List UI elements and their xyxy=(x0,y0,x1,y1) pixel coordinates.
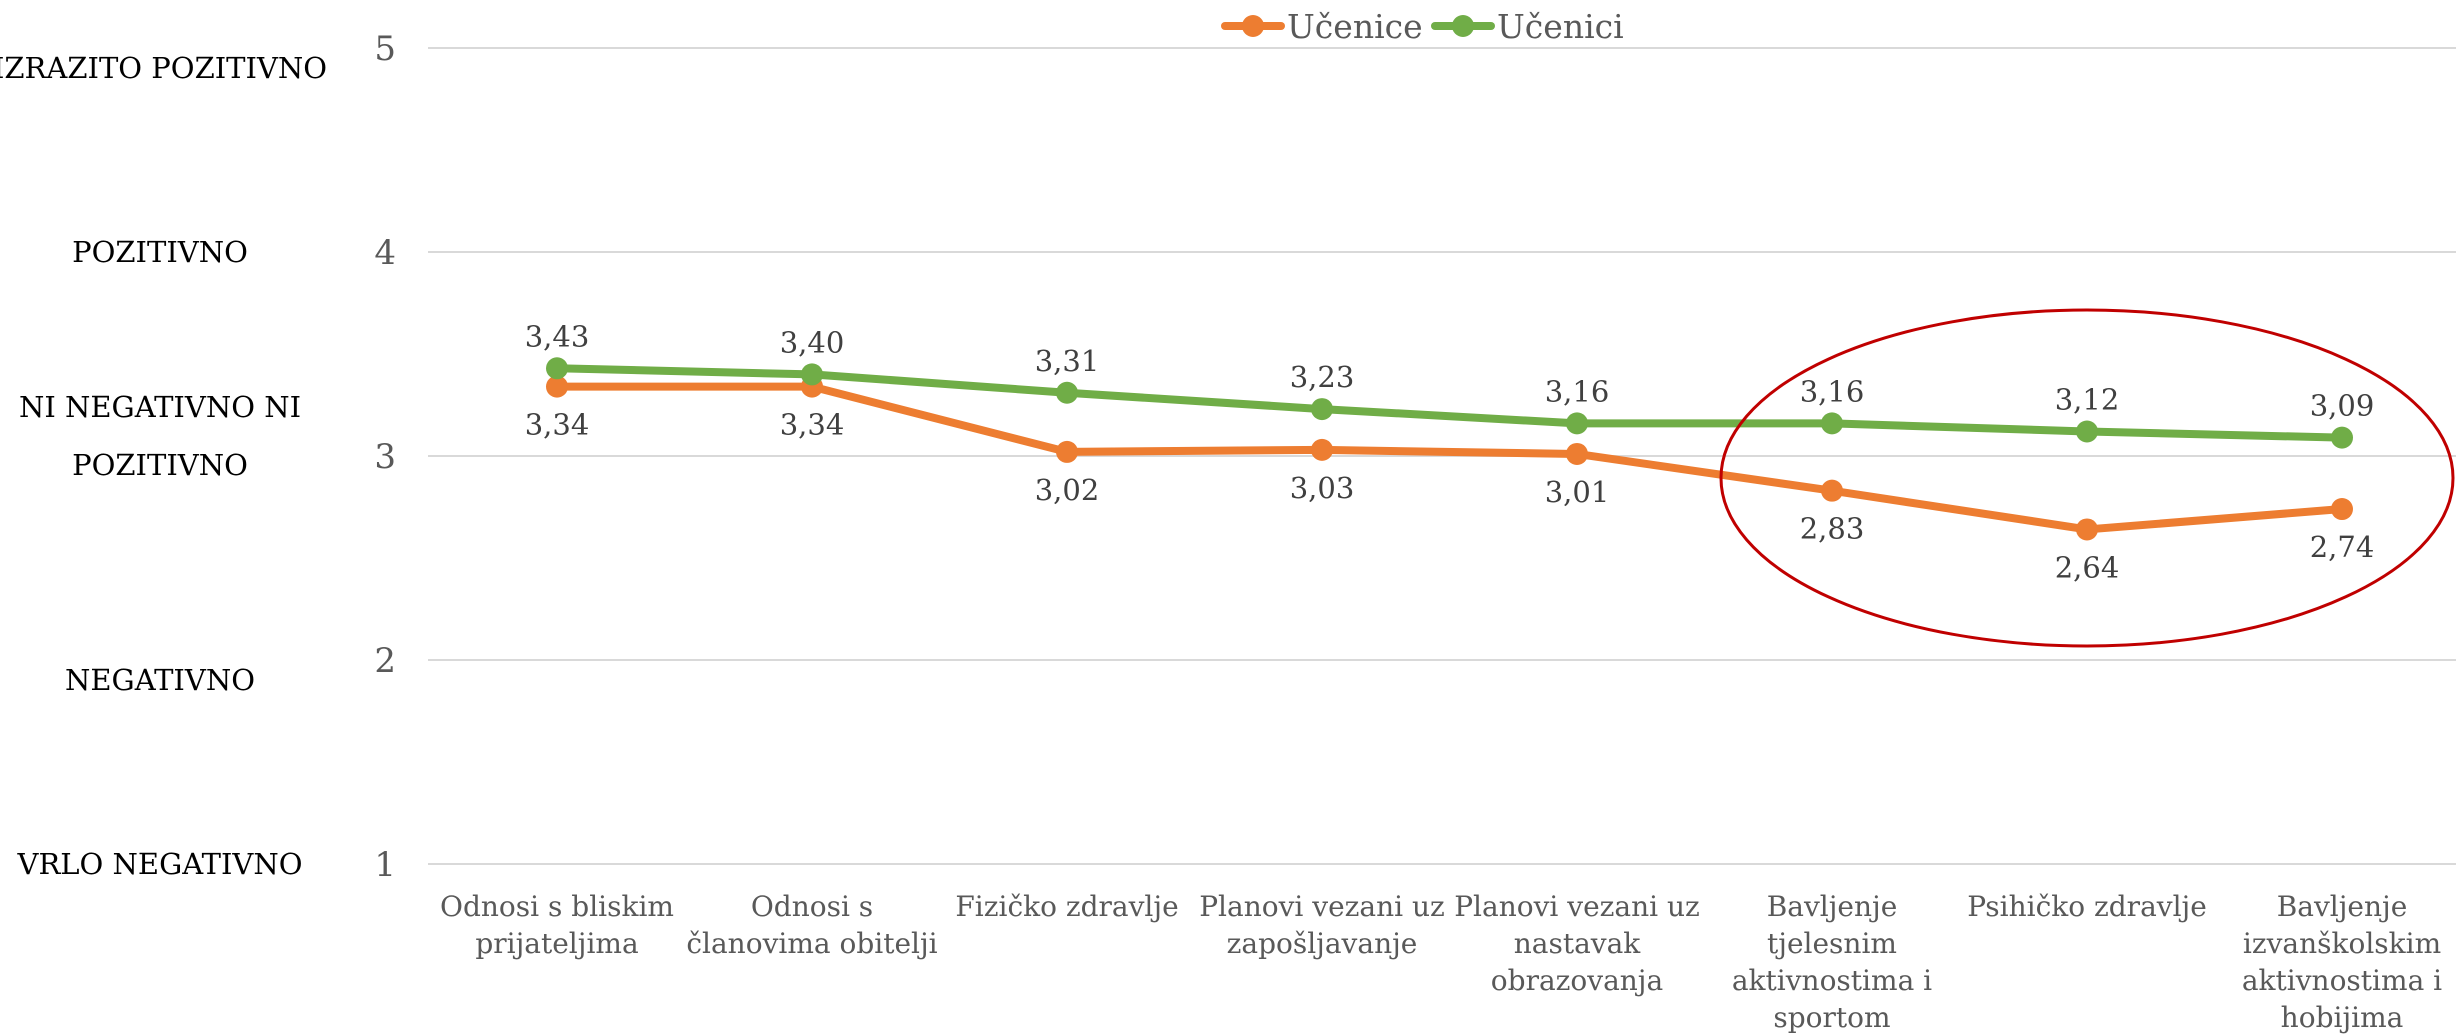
gridlines xyxy=(428,47,2456,865)
x-category-label: izvanškolskim xyxy=(2243,927,2441,960)
data-point-series-2 xyxy=(801,363,823,386)
data-point-series-2 xyxy=(1056,381,1078,404)
data-label-series-2: 3,09 xyxy=(2310,389,2375,423)
data-point-series-1 xyxy=(2331,498,2353,521)
x-category-label: zapošljavanje xyxy=(1227,927,1418,960)
rating-label: NI NEGATIVNO NI xyxy=(19,390,301,424)
x-category-label: Planovi vezani uz xyxy=(1199,890,1445,923)
y-axis-ticks: 1 2 3 4 5 xyxy=(374,29,396,885)
y-tick-label: 4 xyxy=(374,233,396,273)
data-label-series-2: 3,31 xyxy=(1035,344,1100,378)
x-category-label: aktivnostima i xyxy=(1732,964,1932,997)
data-label-series-1: 3,34 xyxy=(525,408,590,442)
x-category-label: Planovi vezani uz xyxy=(1454,890,1700,923)
rating-label: NEGATIVNO xyxy=(65,663,255,697)
x-category-label: prijateljima xyxy=(475,927,638,960)
data-point-series-1 xyxy=(1311,438,1333,461)
legend-label: Učenice xyxy=(1287,7,1423,46)
data-point-series-1 xyxy=(1056,440,1078,463)
x-category-label: obrazovanja xyxy=(1491,964,1663,997)
rating-labels: IZRAZITO POZITIVNO POZITIVNO NI NEGATIVNO … xyxy=(0,51,327,881)
data-label-series-2: 3,16 xyxy=(1800,374,1865,408)
y-tick-label: 5 xyxy=(374,29,396,69)
data-label-series-2: 3,16 xyxy=(1545,374,1610,408)
x-category-label: aktivnostima i xyxy=(2242,964,2442,997)
series-lines xyxy=(553,364,2346,534)
x-category-label: Odnosi s bliskim xyxy=(440,890,674,923)
data-labels: 3,34 3,34 3,02 3,03 3,01 2,83 2,64 2,74 3,43 3,40… xyxy=(525,319,2375,584)
data-label-series-1: 3,03 xyxy=(1290,471,1355,505)
rating-label: POZITIVNO xyxy=(72,448,248,482)
data-point-series-1 xyxy=(2076,518,2098,541)
x-category-label: sportom xyxy=(1773,1001,1890,1034)
data-label-series-1: 3,34 xyxy=(780,408,845,442)
x-axis-category-labels: Odnosi s bliskim prijateljima Odnosi s član… xyxy=(440,890,2442,1034)
legend-swatch-marker xyxy=(1452,15,1474,37)
data-label-series-1: 3,02 xyxy=(1035,473,1100,507)
highlight-ellipse xyxy=(1719,308,2455,648)
data-label-series-2: 3,40 xyxy=(780,325,845,359)
data-point-series-2 xyxy=(1311,398,1333,421)
data-label-series-1: 2,83 xyxy=(1800,512,1865,546)
data-label-series-1: 2,74 xyxy=(2310,530,2375,564)
x-category-label: Psihičko zdravlje xyxy=(1967,890,2207,923)
rating-label: POZITIVNO xyxy=(72,235,248,269)
series-line-2 xyxy=(553,364,2346,442)
data-label-series-2: 3,43 xyxy=(525,319,590,353)
rating-label: VRLO NEGATIVNO xyxy=(17,847,303,881)
x-category-label: članovima obitelji xyxy=(686,927,937,960)
data-label-series-2: 3,23 xyxy=(1290,360,1355,394)
data-markers xyxy=(546,357,2353,541)
highlight-ellipse-group xyxy=(1719,308,2455,648)
y-tick-label: 3 xyxy=(374,437,396,477)
x-category-label: Bavljenje xyxy=(2277,890,2408,923)
data-point-series-2 xyxy=(1821,412,1843,435)
y-tick-label: 1 xyxy=(374,845,396,885)
rating-label: IZRAZITO POZITIVNO xyxy=(0,51,327,85)
data-point-series-1 xyxy=(1821,479,1843,502)
data-point-series-2 xyxy=(2076,420,2098,443)
data-label-series-1: 3,01 xyxy=(1545,475,1610,509)
data-point-series-2 xyxy=(1566,412,1588,435)
data-point-series-2 xyxy=(2331,426,2353,449)
data-point-series-1 xyxy=(546,375,568,398)
data-point-series-2 xyxy=(546,357,568,380)
x-category-label: tjelesnim xyxy=(1767,927,1897,960)
y-tick-label: 2 xyxy=(374,641,396,681)
x-category-label: nastavak xyxy=(1514,927,1642,960)
legend-label: Učenici xyxy=(1497,7,1624,46)
series-line-1 xyxy=(553,382,2346,534)
x-category-label: hobijima xyxy=(2281,1001,2404,1034)
x-category-label: Bavljenje xyxy=(1767,890,1898,923)
x-category-label: Odnosi s xyxy=(751,890,873,923)
legend-swatch-marker xyxy=(1242,15,1264,37)
legend: Učenice Učenici xyxy=(1221,7,1624,46)
data-label-series-1: 2,64 xyxy=(2055,550,2120,584)
x-category-label: Fizičko zdravlje xyxy=(955,890,1178,923)
data-point-series-1 xyxy=(1566,442,1588,465)
data-label-series-2: 3,12 xyxy=(2055,383,2120,417)
